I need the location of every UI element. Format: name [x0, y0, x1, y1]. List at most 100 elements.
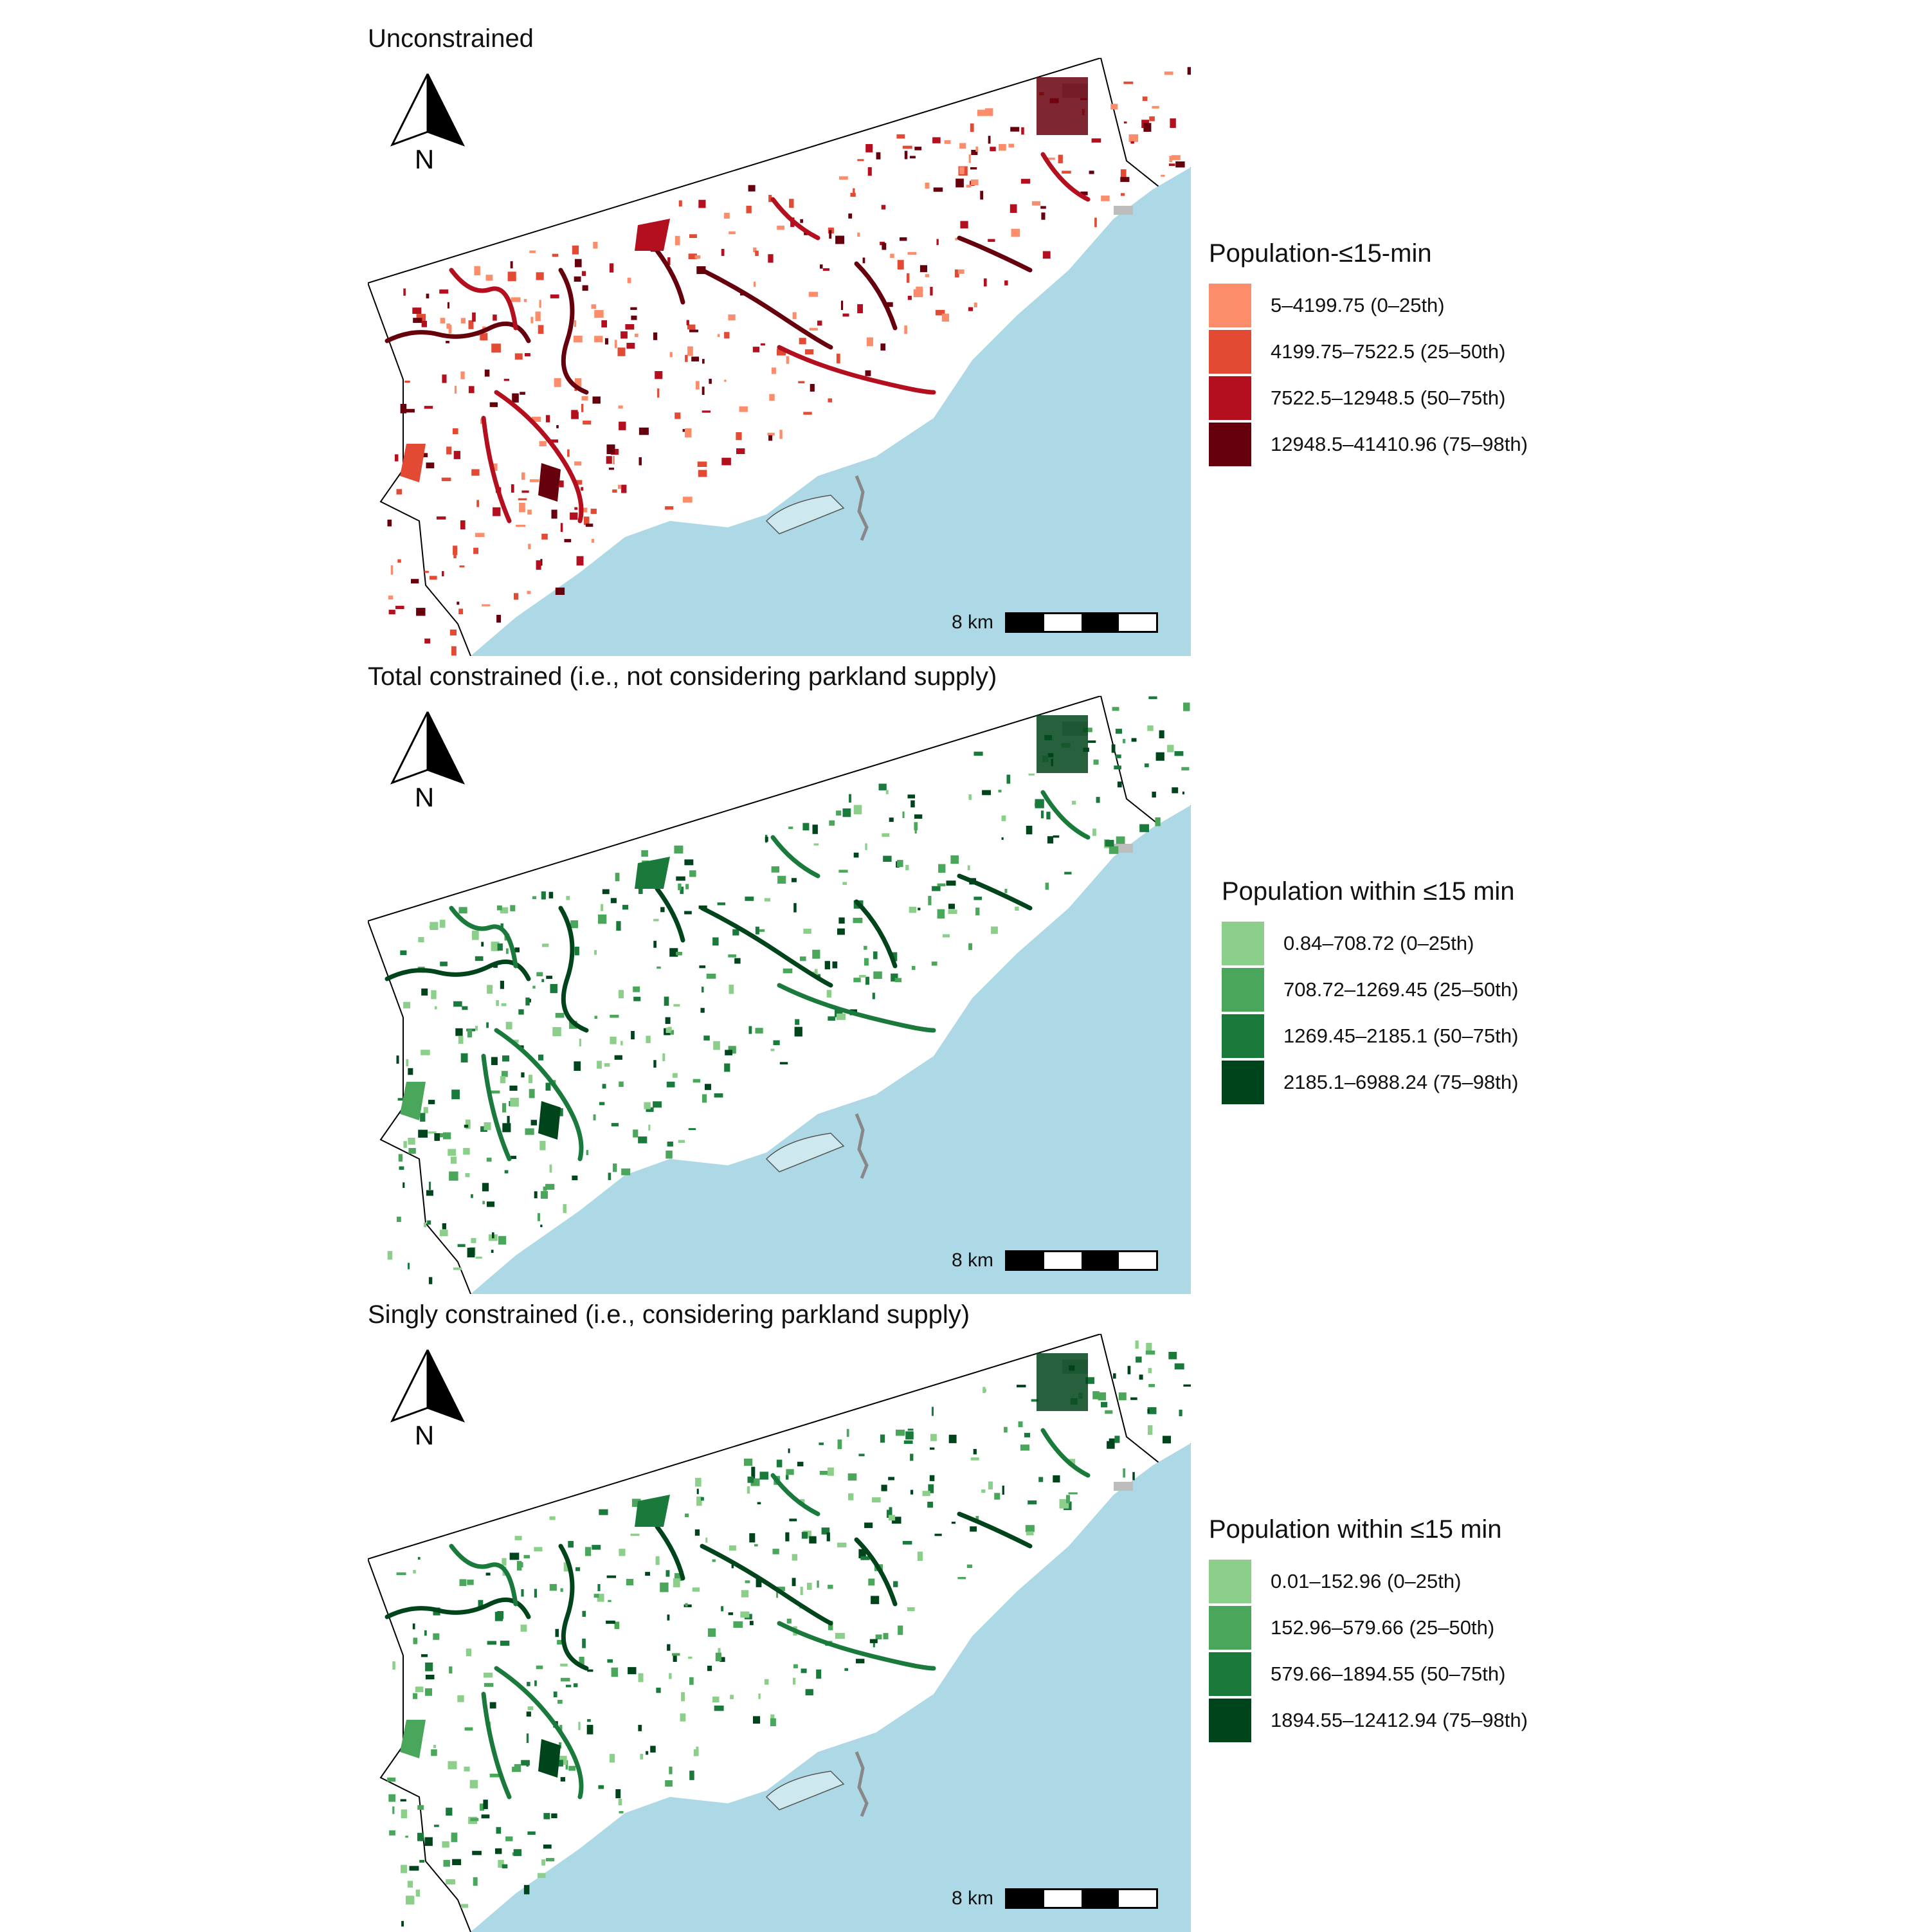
park-polygon [514, 593, 519, 600]
park-polygon [635, 857, 670, 889]
park-polygon [534, 1680, 537, 1686]
park-polygon [460, 520, 466, 530]
legend-item: 7522.5–12948.5 (50–75th) [1209, 375, 1528, 421]
park-polygon [853, 805, 862, 815]
park-polygon [578, 1722, 581, 1731]
park-polygon [970, 167, 977, 170]
park-polygon [712, 1559, 716, 1562]
park-polygon [785, 1532, 790, 1542]
park-polygon [502, 1558, 507, 1566]
park-polygon [688, 1128, 696, 1131]
park-polygon [1004, 889, 1008, 893]
park-polygon [1128, 134, 1139, 142]
park-polygon [948, 1434, 957, 1443]
park-polygon [425, 1688, 432, 1696]
park-polygon [675, 235, 680, 246]
park-polygon [555, 1012, 565, 1018]
park-polygon [510, 261, 513, 269]
park-polygon [574, 1061, 581, 1071]
park-polygon [1131, 738, 1137, 742]
park-polygon [959, 143, 966, 149]
park-polygon [493, 507, 501, 516]
park-polygon [977, 109, 987, 116]
park-polygon [950, 855, 959, 864]
park-polygon [930, 287, 933, 296]
park-polygon [625, 324, 635, 330]
park-polygon [560, 1588, 563, 1592]
park-polygon [505, 1836, 513, 1841]
park-polygon [545, 1183, 555, 1190]
park-polygon [865, 144, 873, 152]
park-polygon [633, 986, 640, 992]
park-polygon [527, 1831, 536, 1835]
park-polygon [860, 1556, 870, 1560]
park-polygon [1004, 280, 1008, 286]
park-polygon [753, 247, 757, 253]
park-polygon [437, 516, 446, 520]
park-polygon [409, 1866, 419, 1871]
park-polygon [560, 523, 563, 533]
park-polygon [502, 1123, 511, 1133]
park-polygon [611, 1123, 619, 1127]
park-polygon [574, 259, 582, 268]
park-polygon [732, 929, 739, 936]
scale-bar-segments [1005, 1250, 1159, 1271]
park-polygon [1155, 752, 1164, 761]
park-polygon [797, 1461, 804, 1466]
park-polygon [631, 1031, 635, 1040]
park-polygon [907, 251, 917, 255]
park-polygon [883, 1633, 889, 1639]
legend-label: 152.96–579.66 (25–50th) [1271, 1616, 1495, 1639]
park-polygon [907, 1428, 914, 1431]
park-polygon [421, 989, 428, 996]
park-polygon [689, 1771, 694, 1780]
park-polygon [441, 477, 451, 482]
park-polygon [970, 1457, 979, 1461]
park-polygon [932, 137, 941, 143]
panel-2-map [368, 696, 1191, 1294]
park-polygon [451, 646, 457, 656]
park-polygon [1115, 729, 1122, 734]
park-polygon [1146, 1342, 1152, 1351]
park-polygon [1175, 161, 1185, 168]
park-polygon [910, 800, 915, 808]
park-polygon [706, 973, 716, 979]
legend-title: Population within ≤15 min [1209, 1515, 1502, 1544]
park-polygon [514, 1763, 521, 1771]
park-polygon [586, 1724, 593, 1735]
park-polygon [999, 143, 1006, 151]
park-polygon [599, 1102, 605, 1106]
park-polygon [530, 316, 534, 324]
legend-item: 0.84–708.72 (0–25th) [1222, 920, 1518, 967]
park-polygon [614, 1055, 622, 1060]
park-polygon [1117, 781, 1122, 788]
park-polygon [883, 855, 892, 862]
park-polygon [779, 1062, 788, 1064]
park-polygon [608, 468, 614, 470]
park-polygon [728, 1612, 734, 1616]
park-polygon [604, 338, 609, 345]
park-polygon [837, 1439, 842, 1450]
ravine-park [957, 873, 1033, 911]
park-polygon [685, 1513, 689, 1517]
park-polygon [601, 320, 607, 328]
park-polygon [496, 615, 501, 623]
park-polygon [881, 1484, 887, 1491]
park-polygon [500, 907, 509, 914]
park-polygon [507, 1116, 510, 1124]
park-polygon [529, 1089, 535, 1098]
park-polygon [1148, 1425, 1153, 1435]
park-polygon [396, 489, 403, 495]
park-polygon [1120, 169, 1127, 178]
legend-label: 0.84–708.72 (0–25th) [1283, 932, 1474, 954]
park-polygon [434, 1006, 437, 1010]
park-polygon [581, 404, 584, 412]
park-polygon [896, 134, 905, 139]
park-polygon [816, 1669, 822, 1679]
north-arrow-icon: N [386, 1347, 469, 1450]
park-polygon [1035, 799, 1044, 808]
park-polygon [550, 439, 559, 443]
park-polygon [1174, 1363, 1184, 1370]
park-polygon [794, 1026, 802, 1037]
park-polygon [1046, 158, 1055, 160]
